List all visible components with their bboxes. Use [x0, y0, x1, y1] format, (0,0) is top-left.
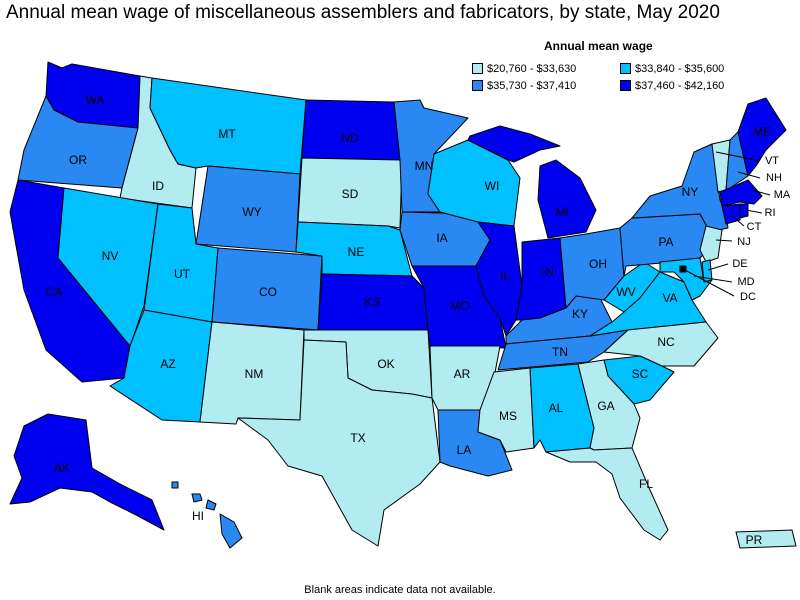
label-TN: TN [552, 345, 568, 359]
label-FL: FL [639, 477, 653, 491]
label-UT: UT [174, 267, 191, 281]
label-SC: SC [632, 367, 649, 381]
state-IL[interactable] [475, 221, 523, 337]
legend-label-2: $33,840 - $35,600 [635, 63, 725, 75]
legend-label-4: $37,460 - $42,160 [635, 80, 725, 92]
label-ND: ND [341, 131, 359, 145]
legend-swatch-1 [472, 63, 483, 74]
label-DE: DE [732, 258, 747, 270]
state-NH[interactable] [725, 131, 749, 191]
state-HI[interactable] [171, 481, 243, 549]
label-IA: IA [436, 231, 447, 245]
state-AK[interactable] [9, 413, 165, 531]
label-AK: AK [54, 461, 70, 475]
legend-item-4: $37,460 - $42,160 [620, 80, 724, 92]
label-MO: MO [450, 299, 469, 313]
label-AZ: AZ [160, 357, 175, 371]
dc-marker [680, 266, 686, 272]
label-VA: VA [662, 291, 677, 305]
label-NE: NE [348, 245, 365, 259]
label-WA: WA [86, 93, 105, 107]
label-VT: VT [765, 155, 779, 167]
label-LA: LA [457, 443, 472, 457]
label-DC: DC [740, 291, 756, 303]
label-ME: ME [753, 125, 771, 139]
state-NC[interactable] [603, 321, 719, 367]
state-FL[interactable] [545, 447, 669, 541]
legend-title: Annual mean wage [544, 39, 653, 53]
label-KS: KS [364, 295, 380, 309]
state-SD[interactable] [297, 157, 403, 229]
label-NV: NV [102, 249, 119, 263]
state-TX[interactable] [237, 339, 441, 547]
label-AR: AR [454, 367, 471, 381]
label-PR: PR [746, 533, 763, 547]
label-NH: NH [766, 172, 782, 184]
state-MI[interactable] [467, 125, 597, 239]
label-CO: CO [259, 285, 277, 299]
state-NJ[interactable] [699, 225, 723, 263]
label-MA: MA [774, 189, 791, 201]
legend-label-1: $20,760 - $33,630 [487, 63, 577, 75]
label-NY: NY [682, 185, 699, 199]
state-IN[interactable] [515, 237, 567, 321]
state-ME[interactable] [737, 97, 787, 177]
label-WY: WY [242, 205, 261, 219]
legend-swatch-3 [472, 80, 483, 91]
state-labels: WA OR CA ID NV MT WY UT AZ CO NM ND SD N… [46, 93, 791, 547]
legend-swatch-2 [620, 63, 631, 74]
label-SD: SD [342, 187, 359, 201]
label-CT: CT [747, 221, 762, 233]
label-MN: MN [415, 159, 434, 173]
map-title: Annual mean wage of miscellaneous assemb… [6, 2, 720, 23]
label-GA: GA [597, 399, 614, 413]
legend-item-1: $20,760 - $33,630 [472, 63, 576, 75]
legend-label-3: $35,730 - $37,410 [487, 80, 577, 92]
label-MT: MT [218, 127, 236, 141]
state-RI[interactable] [739, 203, 749, 219]
label-ID: ID [152, 179, 164, 193]
state-PR[interactable] [735, 529, 797, 549]
state-MD[interactable] [659, 257, 713, 301]
label-AL: AL [549, 401, 564, 415]
legend-item-3: $35,730 - $37,410 [472, 80, 576, 92]
label-OK: OK [377, 357, 394, 371]
label-OR: OR [69, 153, 87, 167]
label-WI: WI [485, 179, 500, 193]
label-HI: HI [192, 509, 204, 523]
label-MS: MS [499, 409, 517, 423]
label-CA: CA [46, 285, 63, 299]
label-IL: IL [500, 269, 510, 283]
label-MI: MI [555, 205, 568, 219]
label-RI: RI [765, 207, 776, 219]
state-NV[interactable] [57, 187, 159, 347]
legend-item-2: $33,840 - $35,600 [620, 63, 724, 75]
label-NM: NM [245, 367, 264, 381]
callout-lines [682, 151, 771, 297]
label-KY: KY [572, 307, 588, 321]
label-MD: MD [737, 276, 754, 288]
state-GA[interactable] [577, 359, 641, 451]
label-OH: OH [589, 257, 607, 271]
label-IN: IN [542, 265, 554, 279]
footnote: Blank areas indicate data not available. [304, 584, 496, 596]
legend-swatch-4 [620, 80, 631, 91]
label-NJ: NJ [737, 236, 750, 248]
label-WV: WV [616, 285, 635, 299]
label-PA: PA [658, 235, 673, 249]
label-NC: NC [657, 335, 675, 349]
state-ND[interactable] [301, 99, 403, 161]
label-TX: TX [350, 431, 365, 445]
